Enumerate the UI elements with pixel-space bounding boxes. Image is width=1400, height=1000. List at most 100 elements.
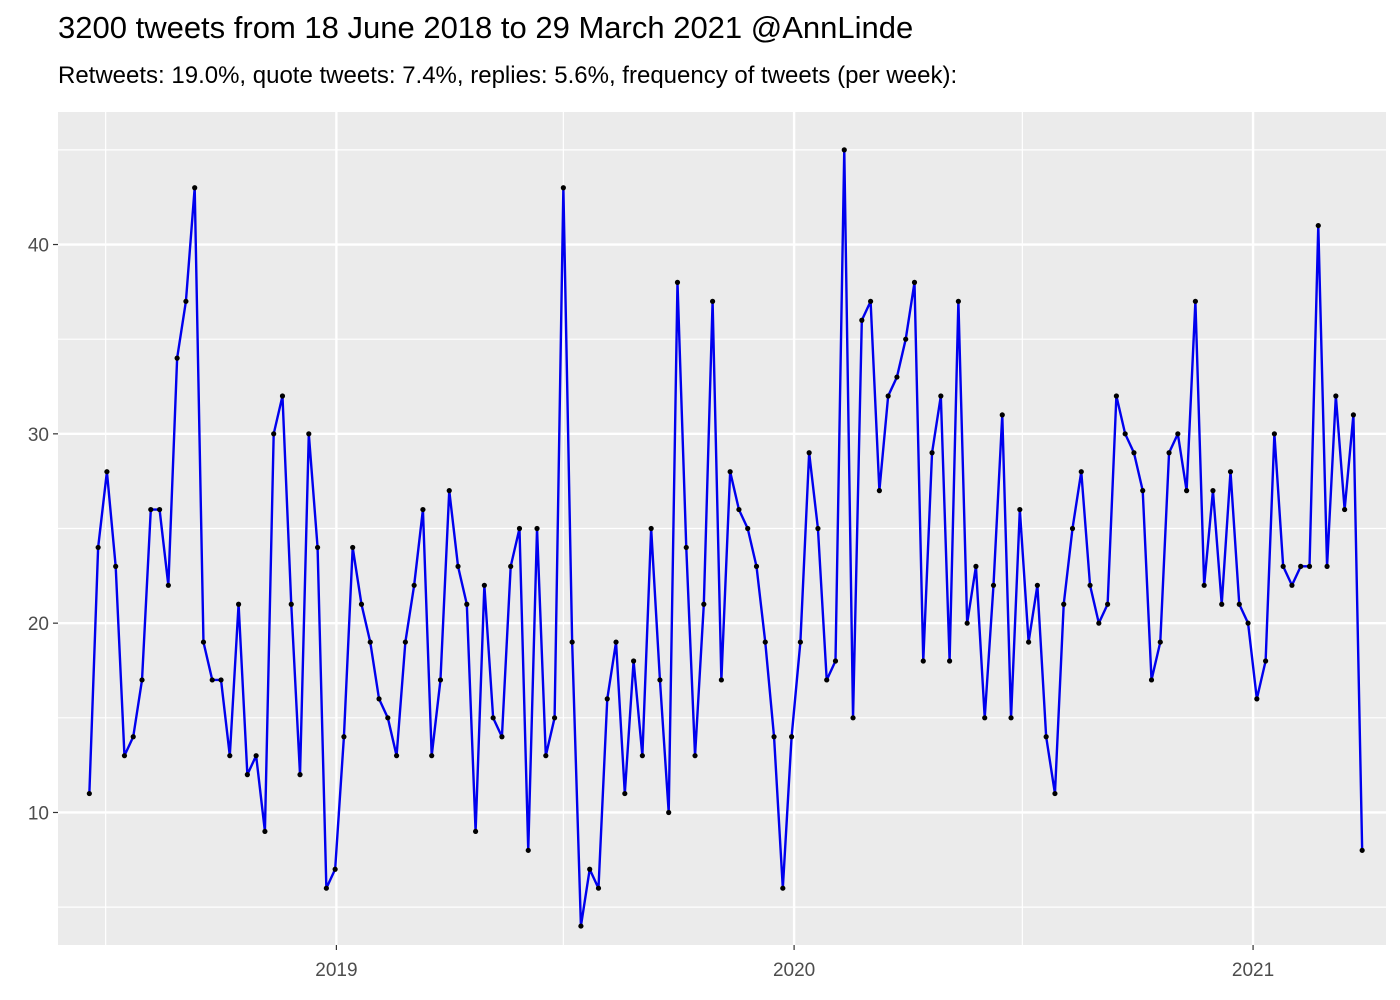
data-point bbox=[832, 658, 839, 664]
data-point bbox=[982, 715, 988, 721]
data-point bbox=[420, 506, 426, 513]
data-point bbox=[745, 525, 751, 532]
data-point bbox=[551, 715, 558, 721]
data-point bbox=[569, 639, 575, 645]
data-point bbox=[850, 715, 856, 721]
data-point bbox=[192, 185, 198, 191]
data-point bbox=[183, 298, 189, 304]
data-point bbox=[797, 639, 803, 645]
data-point bbox=[411, 582, 417, 588]
data-point bbox=[990, 582, 997, 588]
x-axis-tick-labels: 2019 2020 2021 bbox=[315, 960, 1274, 981]
data-point bbox=[1271, 431, 1277, 437]
data-point bbox=[227, 753, 233, 759]
data-point bbox=[86, 790, 92, 797]
data-point bbox=[534, 525, 540, 532]
data-point bbox=[358, 601, 365, 607]
data-point bbox=[1324, 563, 1330, 569]
y-tick-label: 30 bbox=[28, 425, 49, 446]
data-point bbox=[288, 601, 294, 607]
data-point bbox=[402, 639, 408, 645]
data-point bbox=[587, 866, 593, 872]
data-point bbox=[1043, 734, 1049, 740]
minor-gridlines bbox=[58, 112, 1386, 945]
data-point bbox=[253, 753, 259, 759]
data-point bbox=[95, 544, 101, 551]
data-point bbox=[262, 828, 268, 835]
data-point bbox=[657, 677, 663, 683]
data-point bbox=[1219, 601, 1225, 607]
data-point bbox=[1105, 601, 1111, 607]
data-point bbox=[385, 715, 391, 721]
data-point bbox=[841, 147, 847, 153]
data-point bbox=[481, 582, 487, 588]
data-point bbox=[1333, 393, 1339, 399]
data-point bbox=[174, 355, 180, 361]
data-point bbox=[341, 734, 347, 740]
data-point bbox=[1122, 431, 1128, 437]
data-point bbox=[1263, 658, 1269, 664]
data-point bbox=[692, 753, 698, 759]
data-point bbox=[1306, 563, 1313, 569]
data-point bbox=[955, 298, 961, 304]
data-point bbox=[1342, 506, 1348, 513]
data-point bbox=[1254, 696, 1260, 702]
data-point bbox=[148, 506, 154, 513]
data-point bbox=[1087, 582, 1093, 588]
data-point bbox=[472, 828, 479, 835]
data-point bbox=[1157, 639, 1163, 645]
data-point bbox=[1131, 450, 1137, 456]
data-point bbox=[1236, 601, 1242, 607]
data-point bbox=[964, 620, 970, 626]
data-point bbox=[771, 734, 777, 740]
data-point bbox=[648, 525, 654, 532]
data-point bbox=[209, 677, 215, 683]
data-point bbox=[139, 677, 145, 683]
data-point bbox=[604, 696, 610, 702]
data-point bbox=[323, 885, 329, 891]
data-point bbox=[920, 658, 926, 664]
data-point bbox=[156, 506, 163, 513]
data-point bbox=[376, 696, 382, 702]
data-point bbox=[727, 469, 733, 475]
data-point bbox=[393, 753, 400, 759]
data-point bbox=[1280, 563, 1286, 569]
tweets-series-points bbox=[86, 147, 1365, 929]
data-point bbox=[306, 431, 312, 437]
data-point bbox=[1359, 847, 1365, 853]
data-point bbox=[1008, 715, 1014, 721]
tweets-series-line bbox=[88, 148, 1364, 928]
data-point bbox=[235, 601, 242, 607]
data-point bbox=[279, 393, 286, 399]
y-tick-label: 20 bbox=[28, 614, 49, 635]
data-point bbox=[1210, 488, 1216, 494]
data-point bbox=[595, 885, 602, 891]
data-point bbox=[789, 734, 795, 740]
data-point bbox=[630, 658, 637, 664]
data-point bbox=[1113, 393, 1119, 399]
chart-title: 3200 tweets from 18 June 2018 to 29 Marc… bbox=[58, 10, 914, 45]
data-point bbox=[1166, 450, 1172, 456]
data-point bbox=[1069, 525, 1076, 532]
data-point bbox=[455, 563, 461, 569]
data-point bbox=[666, 809, 672, 816]
axis-ticks bbox=[53, 243, 1254, 950]
data-point bbox=[218, 677, 224, 683]
data-point bbox=[1017, 506, 1023, 513]
data-point bbox=[753, 563, 760, 569]
data-point bbox=[973, 563, 979, 569]
data-point bbox=[894, 374, 900, 380]
data-point bbox=[1227, 469, 1234, 475]
data-point bbox=[350, 544, 356, 551]
data-point bbox=[1061, 601, 1067, 607]
data-point bbox=[490, 715, 496, 721]
data-point bbox=[709, 298, 716, 304]
y-tick-label: 40 bbox=[28, 236, 49, 257]
data-point bbox=[1034, 582, 1040, 588]
data-point bbox=[903, 336, 909, 342]
data-point bbox=[1052, 790, 1058, 797]
data-point bbox=[499, 734, 505, 740]
data-point bbox=[130, 734, 136, 740]
data-point bbox=[718, 677, 724, 683]
